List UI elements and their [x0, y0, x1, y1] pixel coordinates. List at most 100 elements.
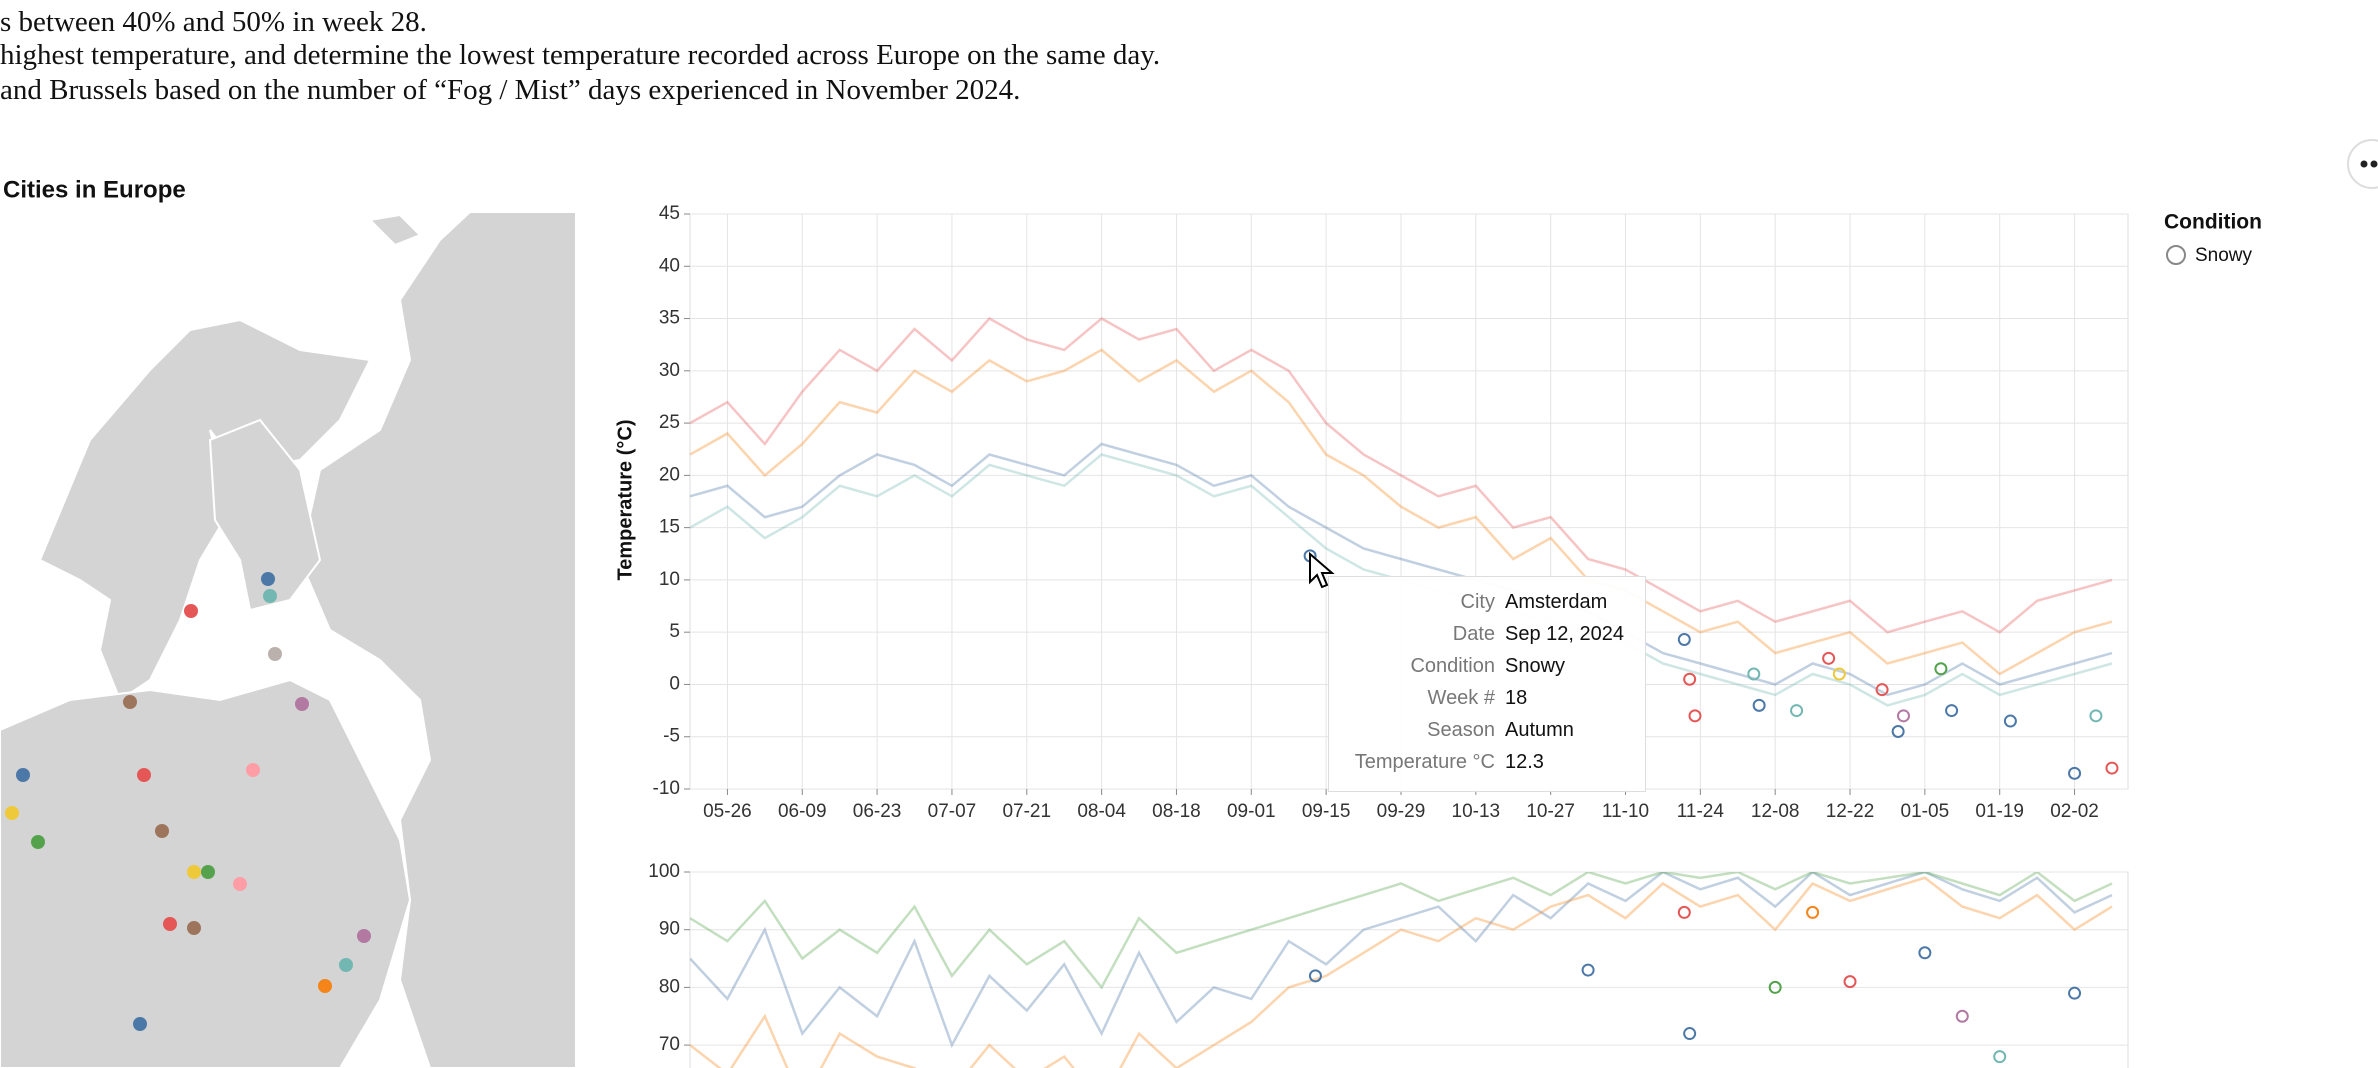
snowy-point[interactable]: [2089, 709, 2103, 723]
tooltip-key: Temperature °C: [1354, 751, 1495, 773]
tooltip-key: City: [1460, 591, 1495, 613]
snowy-point[interactable]: [1891, 725, 1905, 738]
snowy-point[interactable]: [1918, 946, 1932, 960]
snowy-point[interactable]: [1832, 667, 1846, 681]
snowy-point[interactable]: [1843, 975, 1857, 989]
x-tick-label: 05-26: [703, 801, 752, 822]
city-dot[interactable]: [233, 877, 247, 891]
snowy-point[interactable]: [1308, 969, 1322, 983]
snowy-point[interactable]: [1768, 980, 1782, 994]
tooltip-row: Season Autumn: [1329, 719, 1645, 751]
plot-frame: [689, 871, 2129, 1068]
x-tick-label: 06-09: [778, 801, 827, 822]
tooltip-value: Amsterdam: [1505, 591, 1608, 613]
city-dot[interactable]: [201, 865, 215, 879]
y-axis-title: Temperature (°C): [614, 420, 636, 581]
y-tick-label: -10: [653, 778, 680, 799]
series-line: [690, 876, 2113, 1068]
snowy-point[interactable]: [1688, 709, 1702, 723]
city-dot[interactable]: [123, 695, 137, 709]
snowy-point[interactable]: [1945, 704, 1959, 718]
series-line: [690, 316, 2113, 634]
land: [208, 418, 322, 612]
x-tick-label: 10-27: [1526, 801, 1575, 822]
instruction-line: and Brussels based on the number of “Fog…: [0, 74, 1021, 106]
legend-symbol[interactable]: [2166, 245, 2186, 265]
x-tick-label: 11-10: [1602, 801, 1649, 822]
snowy-point[interactable]: [1806, 905, 1820, 919]
y-tick-label: -5: [663, 726, 680, 747]
city-dot[interactable]: [263, 589, 277, 603]
y-tick-label: 25: [659, 412, 680, 433]
instruction-line: highest temperature, and determine the l…: [0, 39, 1161, 71]
y-tick-label: 5: [669, 621, 680, 642]
x-tick-label: 09-29: [1377, 801, 1426, 822]
snowy-point[interactable]: [1752, 698, 1766, 712]
city-dot[interactable]: [339, 958, 353, 972]
city-dot[interactable]: [187, 865, 201, 879]
snowy-point[interactable]: [1993, 1050, 2007, 1064]
series-line: [690, 348, 2113, 676]
snowy-point[interactable]: [1581, 963, 1595, 977]
city-dot[interactable]: [246, 763, 260, 777]
y-tick-label: 100: [648, 861, 680, 882]
city-dot[interactable]: [268, 647, 282, 661]
instruction-line: s between 40% and 50% in week 28.: [0, 6, 427, 38]
city-dot[interactable]: [16, 768, 30, 782]
snowy-point[interactable]: [2068, 766, 2082, 780]
land: [367, 213, 422, 247]
city-dot[interactable]: [295, 697, 309, 711]
snowy-point[interactable]: [1683, 672, 1697, 686]
y-tick-label: 20: [659, 464, 680, 485]
city-dots: [5, 572, 371, 1031]
legend-label[interactable]: Snowy: [2195, 245, 2253, 266]
y-tick-label: 10: [659, 569, 680, 590]
city-dot[interactable]: [133, 1017, 147, 1031]
snowy-point[interactable]: [1875, 683, 1889, 697]
snowy-point[interactable]: [1822, 651, 1836, 665]
city-dot[interactable]: [155, 824, 169, 838]
tooltip-value: Sep 12, 2024: [1505, 623, 1624, 645]
snowy-point[interactable]: [1934, 662, 1948, 676]
tooltip-key: Week #: [1427, 687, 1495, 709]
snowy-point[interactable]: [2003, 714, 2017, 728]
tooltip-key: Date: [1452, 623, 1495, 645]
y-tick-label: 15: [659, 517, 680, 538]
y-tick-label: 70: [659, 1034, 680, 1055]
x-tick-label: 09-15: [1302, 801, 1351, 822]
city-dot[interactable]: [184, 604, 198, 618]
x-tick-label: 12-22: [1826, 801, 1875, 822]
tooltip-key: Condition: [1410, 655, 1495, 677]
city-dot[interactable]: [318, 979, 332, 993]
snowy-point[interactable]: [1683, 1027, 1697, 1041]
menu-dot: [2360, 160, 2368, 168]
legend-title: Condition: [2164, 211, 2262, 234]
x-tick-label: 09-01: [1227, 801, 1276, 822]
snowy-point[interactable]: [2105, 761, 2119, 775]
snowy-point[interactable]: [1677, 905, 1691, 919]
snowy-point[interactable]: [2068, 986, 2082, 1000]
snowy-point[interactable]: [1955, 1009, 1969, 1023]
y-tick-label: 35: [659, 308, 680, 329]
y-tick-label: 90: [659, 919, 680, 940]
city-dot[interactable]: [163, 917, 177, 931]
snowy-point[interactable]: [1790, 704, 1804, 718]
city-dot[interactable]: [187, 921, 201, 935]
snowy-point[interactable]: [1747, 667, 1761, 681]
cursor: [1309, 552, 1335, 589]
y-tick-label: 30: [659, 360, 680, 381]
tooltip-value: Snowy: [1505, 655, 1566, 677]
city-dot[interactable]: [261, 572, 275, 586]
city-dot[interactable]: [137, 768, 151, 782]
x-tick-label: 10-13: [1452, 801, 1501, 822]
x-tick-label: 07-07: [928, 801, 977, 822]
city-dot[interactable]: [357, 929, 371, 943]
city-dot[interactable]: [31, 835, 45, 849]
x-tick-label: 01-19: [1975, 801, 2024, 822]
y-tick-label: 80: [659, 976, 680, 997]
snowy-point[interactable]: [1896, 709, 1910, 723]
snowy-point[interactable]: [1677, 633, 1691, 646]
city-dot[interactable]: [5, 806, 19, 820]
tooltip-value: Autumn: [1505, 719, 1574, 741]
